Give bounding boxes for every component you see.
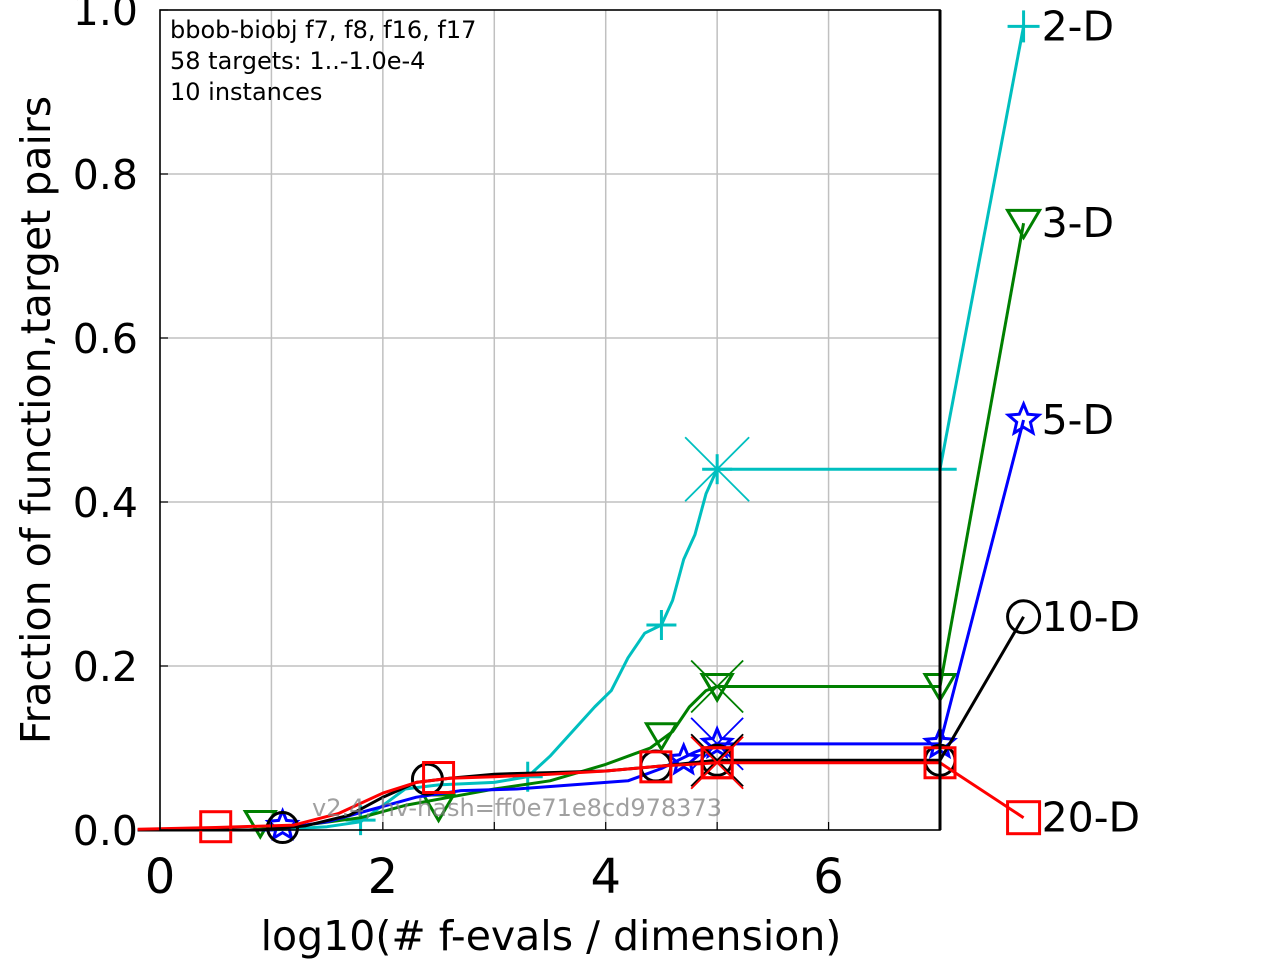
- marker-shape: [264, 806, 301, 842]
- labels-group: 0 2 4 6 0.0 0.2 0.4 0.6 0.8 1.0: [73, 0, 844, 905]
- marker-shape: [1004, 208, 1043, 241]
- plot-frame: [159, 9, 941, 831]
- final-value-marker: [1007, 10, 1040, 43]
- marker-shape: [1004, 400, 1043, 437]
- marker-shape: [699, 673, 735, 703]
- final-value-marker: [1004, 400, 1043, 437]
- y-tick-label: 1.0: [73, 0, 138, 35]
- final-value-marker: [1004, 208, 1043, 241]
- x-tick-label: 2: [368, 849, 399, 905]
- end-data-marker: [699, 673, 735, 703]
- final-value-marker: [1006, 599, 1042, 635]
- y-axis-label: Fraction of function,target pairs: [12, 96, 60, 744]
- y-tick-label: 0.6: [73, 315, 138, 363]
- marker-shape: [700, 746, 734, 780]
- watermark: v2.4, hv-hash=ff0e71e8cd978373: [312, 794, 722, 822]
- ticks-group: [159, 9, 941, 831]
- series-tail-line: [938, 419, 1026, 745]
- series-3-D: 3-D: [137, 199, 1114, 840]
- series-label: 2-D: [1042, 2, 1114, 50]
- series-line: [137, 761, 940, 831]
- y-tick-label: 0.2: [73, 643, 138, 691]
- end-x-marker: [690, 733, 744, 787]
- end-x-marker: [690, 736, 744, 790]
- end-data-marker: [702, 454, 733, 485]
- y-tick-label: 0.8: [73, 151, 138, 199]
- series-tail-line: [938, 26, 1026, 470]
- series-label: 20-D: [1042, 794, 1141, 842]
- marker-shape: [1006, 800, 1042, 836]
- series-label: 10-D: [1042, 593, 1141, 641]
- marker-stroke: [690, 659, 744, 714]
- annotation-line-1: bbob-biobj f7, f8, f16, f17: [170, 16, 476, 44]
- data-point-marker: [639, 750, 673, 784]
- marker-shape: [199, 810, 233, 844]
- x-tick-label: 6: [813, 849, 844, 905]
- series-line: [137, 467, 957, 832]
- marker-shape: [639, 750, 673, 784]
- data-point-marker: [266, 811, 300, 845]
- series-group: 2-D 3-D 5-D 10-D 20-D: [137, 2, 1141, 845]
- marker-shape: [422, 761, 456, 795]
- end-x-marker: [690, 659, 744, 714]
- marker-shape: [266, 811, 300, 845]
- grid-group: [160, 10, 940, 830]
- end-data-marker: [700, 746, 734, 780]
- final-value-marker: [1006, 800, 1042, 836]
- marker-stroke: [690, 736, 744, 790]
- marker-shape: [699, 724, 736, 760]
- data-point-marker: [199, 810, 233, 844]
- marker-shape: [1006, 599, 1042, 635]
- data-point-marker: [422, 761, 456, 795]
- series-20-D: 20-D: [137, 736, 1141, 844]
- x-tick-label: 4: [590, 849, 621, 905]
- series-tail-line: [939, 761, 1025, 819]
- end-data-marker: [699, 724, 736, 760]
- marker-stroke: [690, 733, 744, 787]
- annotation-line-2: 58 targets: 1..-1.0e-4: [170, 47, 425, 75]
- x-axis-label: log10(# f-evals / dimension): [261, 912, 842, 960]
- series-label: 5-D: [1042, 396, 1114, 444]
- annotation-line-3: 10 instances: [170, 78, 322, 106]
- data-point-marker: [643, 722, 680, 753]
- series-5-D: 5-D: [137, 396, 1114, 842]
- series-label: 3-D: [1042, 199, 1114, 247]
- data-point-marker: [264, 806, 301, 842]
- marker-shape: [643, 722, 680, 753]
- marker-shape: [665, 741, 702, 776]
- x-tick-label: 0: [145, 849, 176, 905]
- data-point-marker: [665, 741, 702, 776]
- series-tail-line: [938, 222, 1026, 687]
- data-point-marker: [646, 610, 677, 640]
- series-tail-line: [938, 616, 1025, 762]
- y-tick-label: 0.0: [73, 807, 138, 855]
- y-tick-label: 0.4: [73, 479, 138, 527]
